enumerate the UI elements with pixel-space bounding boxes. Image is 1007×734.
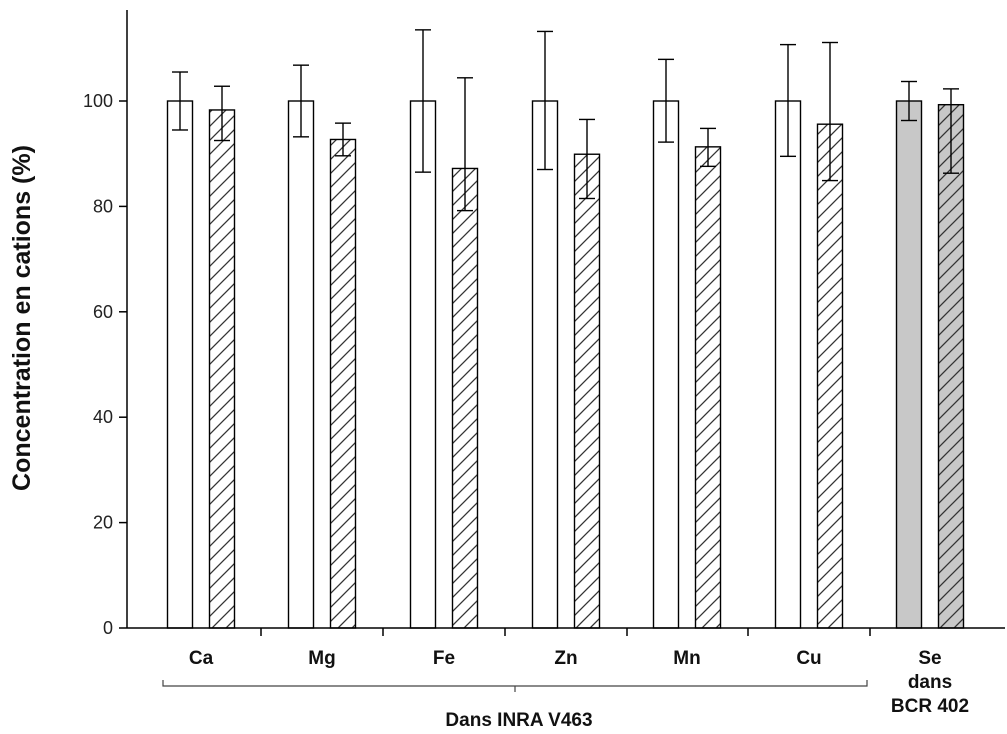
y-tick-label: 20 <box>93 513 113 533</box>
bar-fill <box>775 101 801 628</box>
category-label: BCR 402 <box>891 696 969 717</box>
bar-hatch <box>452 168 478 628</box>
error-bars-layer <box>172 29 959 212</box>
bar-hatch <box>574 154 600 629</box>
category-label: Cu <box>796 648 821 669</box>
bar-fill <box>288 101 314 628</box>
bar-hatch <box>695 146 721 628</box>
category-label: Se <box>918 648 941 669</box>
bar-hatch <box>938 104 964 628</box>
category-label: dans <box>908 672 952 693</box>
bar-hatch <box>209 109 235 629</box>
bar-hatch <box>330 139 356 628</box>
category-label: Ca <box>189 648 214 669</box>
y-tick-label: 0 <box>103 618 113 638</box>
bar-fill <box>410 101 436 628</box>
bar-fill <box>653 101 679 628</box>
category-label: Fe <box>433 648 455 669</box>
group-bracket <box>162 680 868 687</box>
category-labels: Ca Mg Fe Zn Mn Cu Se dans BCR 402 <box>189 648 969 717</box>
bar-fill <box>896 101 922 628</box>
axes <box>126 10 1005 636</box>
group-annotation: Dans INRA V463 <box>162 680 868 731</box>
y-tick-label: 40 <box>93 407 113 427</box>
y-tick-label: 100 <box>83 91 113 111</box>
bar-fill <box>167 101 193 628</box>
bars-layer <box>166 100 965 629</box>
y-axis-ticks: 0 20 40 60 80 100 <box>83 91 127 638</box>
bar-fill <box>532 101 558 628</box>
bar-hatch <box>817 124 843 629</box>
y-axis-title: Concentration en cations (%) <box>8 145 36 491</box>
category-label: Zn <box>554 648 577 669</box>
category-label: Mg <box>308 648 335 669</box>
group-label: Dans INRA V463 <box>445 710 592 731</box>
category-label: Mn <box>673 648 700 669</box>
y-tick-label: 80 <box>93 196 113 216</box>
y-tick-label: 60 <box>93 302 113 322</box>
